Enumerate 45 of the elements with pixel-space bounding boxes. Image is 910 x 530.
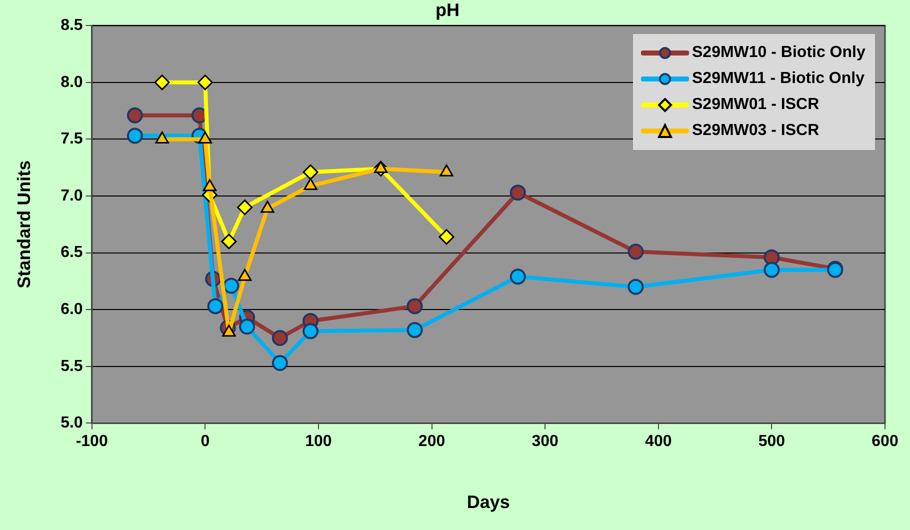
point <box>406 322 423 338</box>
point <box>154 74 170 90</box>
point <box>239 318 256 335</box>
point <box>197 74 213 90</box>
point <box>302 323 319 340</box>
point <box>510 268 526 285</box>
point <box>126 107 143 124</box>
y-tick-label: 6.5 <box>60 244 83 262</box>
x-tick-label: 400 <box>645 433 672 450</box>
point <box>628 278 644 295</box>
x-tick-label: 0 <box>200 433 210 450</box>
point <box>304 178 318 190</box>
point <box>628 244 644 260</box>
x-tick-label: 300 <box>532 433 559 450</box>
y-tick-label: 6.0 <box>60 301 83 318</box>
x-tick-label: 500 <box>758 433 786 450</box>
x-axis-title: Days <box>466 492 510 512</box>
y-tick-label: 7.0 <box>60 187 83 204</box>
y-tick-label: 5.5 <box>60 358 83 375</box>
legend-label: S29MW11 - Biotic Only <box>692 70 864 88</box>
point <box>126 128 143 144</box>
y-tick-label: 7.5 <box>60 130 83 148</box>
y-axis-title: Standard Units <box>14 160 34 288</box>
x-tick-label: 600 <box>872 433 898 450</box>
point <box>406 298 423 314</box>
legend-label: S29MW01 - ISCR <box>692 96 820 114</box>
point <box>510 184 526 201</box>
chart-title: pH <box>436 0 460 20</box>
x-tick-label: 100 <box>305 433 332 450</box>
x-tick-label: 200 <box>418 433 446 450</box>
point <box>302 164 318 180</box>
y-tick-label: 8.5 <box>60 17 83 34</box>
point <box>207 298 224 314</box>
legend-label: S29MW10 - Biotic Only <box>692 44 866 62</box>
point <box>438 229 454 245</box>
point <box>764 262 780 278</box>
y-tick-label: 5.0 <box>60 414 83 432</box>
x-tick-label: -100 <box>76 433 108 450</box>
point <box>221 234 237 250</box>
point <box>223 278 240 294</box>
point <box>272 330 288 346</box>
point <box>237 200 253 216</box>
point <box>272 354 288 371</box>
legend-label: S29MW03 - ISCR <box>692 122 820 140</box>
y-tick-label: 8.0 <box>60 74 83 91</box>
